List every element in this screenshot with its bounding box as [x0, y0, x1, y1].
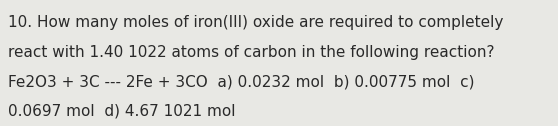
Text: Fe2O3 + 3C --- 2Fe + 3CO  a) 0.0232 mol  b) 0.00775 mol  c): Fe2O3 + 3C --- 2Fe + 3CO a) 0.0232 mol b…: [8, 74, 475, 89]
Text: 10. How many moles of iron(III) oxide are required to completely: 10. How many moles of iron(III) oxide ar…: [8, 15, 504, 30]
Text: 0.0697 mol  d) 4.67 1021 mol: 0.0697 mol d) 4.67 1021 mol: [8, 104, 236, 119]
Text: react with 1.40 1022 atoms of carbon in the following reaction?: react with 1.40 1022 atoms of carbon in …: [8, 45, 495, 60]
